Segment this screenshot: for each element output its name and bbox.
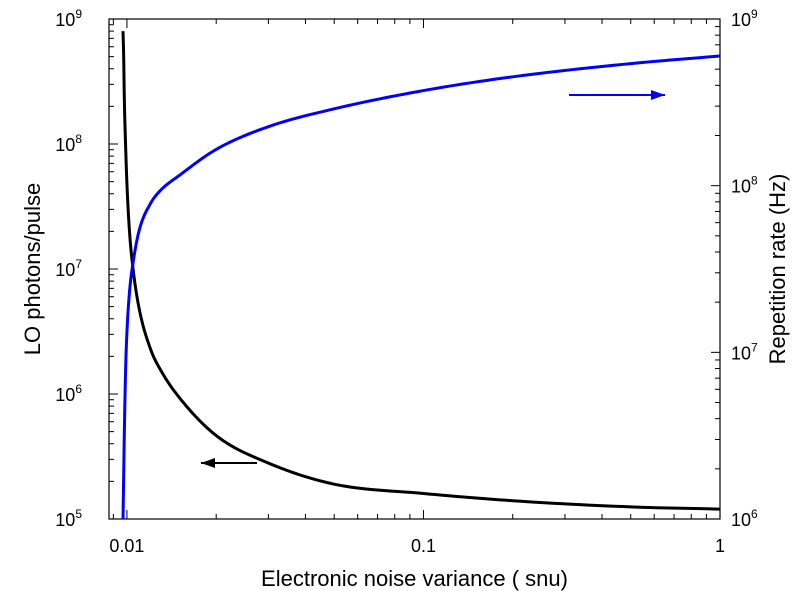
x-tick-label: 1 — [715, 536, 725, 556]
annotation-layer — [201, 90, 665, 468]
y-right-tick-label: 108 — [731, 174, 758, 197]
y-right-tick-label: 106 — [731, 507, 758, 530]
y-right-tick-label: 109 — [731, 7, 758, 30]
y-left-tick-label: 105 — [55, 507, 82, 530]
series-line-left-axis — [121, 31, 721, 511]
left-arrow-head — [201, 458, 215, 468]
y-right-tick-label: 107 — [731, 340, 758, 363]
y-right-axis-title: Repetition rate (Hz) — [765, 174, 790, 365]
y-left-axis-title: LO photons/pulse — [20, 183, 45, 355]
y-left-tick-label: 106 — [55, 382, 82, 405]
y-left-tick-label: 109 — [55, 7, 82, 30]
y-right-ticks: 106 107 108 109 — [711, 7, 758, 530]
x-tick-label: 0.1 — [411, 536, 436, 556]
x-axis-title: Electronic noise variance ( snu) — [261, 566, 568, 591]
y-left-tick-label: 108 — [55, 132, 82, 155]
right-arrow-head — [651, 90, 665, 100]
x-ticks: 0.01 0.1 1 — [109, 19, 725, 556]
series-layer — [121, 31, 721, 520]
x-tick-label: 0.01 — [109, 536, 144, 556]
series-line-right-axis — [121, 54, 721, 520]
y-left-tick-label: 107 — [55, 257, 82, 280]
